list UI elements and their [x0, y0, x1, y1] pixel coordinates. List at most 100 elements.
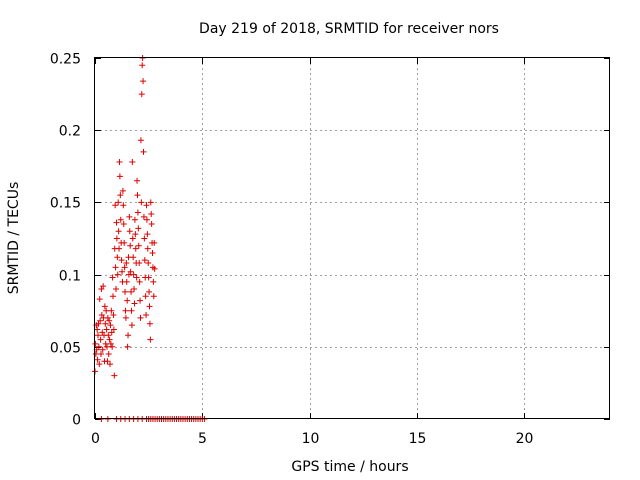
- data-point: [138, 91, 145, 98]
- data-point: [99, 346, 106, 353]
- data-point: [149, 249, 156, 256]
- x-tick-label: 10: [302, 431, 320, 447]
- data-point: [105, 332, 112, 339]
- data-point: [123, 260, 130, 267]
- data-point: [133, 274, 140, 281]
- data-point: [113, 235, 120, 242]
- data-point: [95, 343, 102, 350]
- data-point: [123, 278, 130, 285]
- data-point: [97, 336, 104, 343]
- data-point: [117, 192, 124, 199]
- data-point: [131, 216, 138, 223]
- data-point: [121, 239, 128, 246]
- data-point: [94, 356, 101, 363]
- data-point: [146, 320, 153, 327]
- data-point: [143, 312, 150, 319]
- data-point: [145, 260, 152, 267]
- data-point: [142, 293, 149, 300]
- data-point: [136, 260, 143, 267]
- data-point: [127, 268, 134, 275]
- data-point: [110, 326, 117, 333]
- data-point: [95, 332, 102, 339]
- data-point: [113, 286, 120, 293]
- data-point: [129, 235, 136, 242]
- data-point: [119, 187, 126, 194]
- data-point: [121, 264, 128, 271]
- data-point: [94, 326, 101, 333]
- data-point: [143, 216, 150, 223]
- y-axis-label: SRMTID / TECUs: [6, 182, 22, 295]
- data-point: [145, 274, 152, 281]
- data-point: [122, 288, 129, 295]
- data-point: [141, 257, 148, 264]
- data-point: [112, 264, 119, 271]
- data-points: [92, 55, 208, 422]
- data-point: [130, 254, 137, 261]
- data-point: [134, 192, 141, 199]
- data-point: [126, 228, 133, 235]
- data-point: [128, 322, 135, 329]
- data-point: [131, 300, 138, 307]
- data-point: [151, 265, 158, 272]
- chart-title: Day 219 of 2018, SRMTID for receiver nor…: [199, 21, 499, 37]
- data-point: [107, 361, 114, 368]
- data-point: [126, 213, 133, 220]
- x-axis-label: GPS time / hours: [291, 459, 408, 475]
- data-point: [144, 231, 151, 238]
- data-point: [114, 271, 121, 278]
- data-point: [97, 317, 104, 324]
- data-point: [110, 312, 117, 319]
- data-point: [146, 288, 153, 295]
- x-tick-label: 15: [409, 431, 427, 447]
- data-point: [144, 245, 151, 252]
- data-point: [116, 158, 123, 165]
- data-point: [135, 225, 142, 232]
- data-point: [140, 213, 147, 220]
- x-tick-label: 20: [516, 431, 534, 447]
- data-point: [108, 307, 115, 314]
- data-point: [116, 245, 123, 252]
- data-point: [129, 158, 136, 165]
- x-tick-label: 0: [91, 431, 100, 447]
- data-point: [104, 358, 111, 365]
- data-point: [150, 293, 157, 300]
- data-point: [110, 293, 117, 300]
- data-point: [140, 148, 147, 155]
- data-point: [119, 268, 126, 275]
- data-point: [141, 235, 148, 242]
- data-point: [135, 242, 142, 249]
- data-point: [132, 245, 139, 252]
- data-point: [114, 254, 121, 261]
- data-point: [137, 314, 144, 321]
- data-point: [127, 242, 134, 249]
- data-point: [103, 326, 110, 333]
- data-point: [92, 340, 99, 347]
- data-point: [104, 343, 111, 350]
- data-point: [98, 351, 105, 358]
- data-point: [146, 303, 153, 310]
- data-point: [150, 278, 157, 285]
- data-point: [147, 199, 154, 206]
- data-point: [111, 372, 118, 379]
- axis-ticks: 0 5 10 15 20 0 0.05 0.1 0.15 0.2 0.25: [50, 52, 610, 447]
- data-point: [122, 314, 129, 321]
- data-point: [100, 283, 107, 290]
- data-point: [106, 336, 113, 343]
- y-tick-label: 0.25: [50, 52, 81, 68]
- y-tick-label: 0: [72, 413, 81, 429]
- data-point: [148, 210, 155, 217]
- data-point: [120, 202, 127, 209]
- data-point: [143, 202, 150, 209]
- data-point: [137, 137, 144, 144]
- data-point: [140, 78, 147, 85]
- x-tick-label: 5: [198, 431, 207, 447]
- data-point: [151, 239, 158, 246]
- grid-lines: [95, 58, 610, 419]
- data-point: [134, 209, 141, 216]
- data-point: [124, 343, 131, 350]
- data-point: [115, 228, 122, 235]
- data-point: [106, 317, 113, 324]
- data-point: [136, 278, 143, 285]
- data-point: [107, 340, 114, 347]
